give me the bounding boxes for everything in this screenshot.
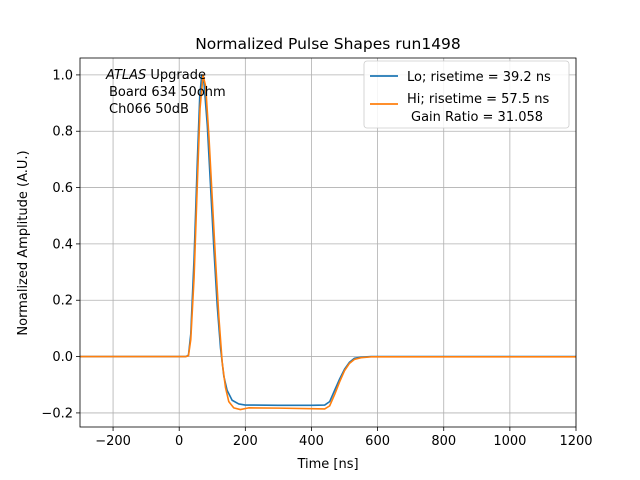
annotation-upgrade: Upgrade xyxy=(146,68,206,83)
y-tick-label: −0.2 xyxy=(41,406,73,421)
legend-label-hi: Hi; risetime = 57.5 ns xyxy=(407,92,549,107)
x-tick-label: −200 xyxy=(95,434,131,449)
legend-box xyxy=(363,60,570,129)
plot-frame xyxy=(79,57,577,428)
legend-label-hi-gain: Gain Ratio = 31.058 xyxy=(411,110,543,125)
legend-label-lo: Lo; risetime = 39.2 ns xyxy=(407,70,551,85)
x-tick-label: 0 xyxy=(175,434,183,449)
chart-title: Normalized Pulse Shapes run1498 xyxy=(195,35,461,53)
y-axis-label: Normalized Amplitude (A.U.) xyxy=(16,150,31,335)
atlas-annotation: ATLAS Upgrade Board 634 50ohm Ch066 50dB xyxy=(105,68,226,117)
legend: Lo; risetime = 39.2 ns Hi; risetime = 57… xyxy=(363,60,570,129)
y-tick-label: 0.2 xyxy=(52,294,73,309)
y-tick-label: 0.4 xyxy=(52,237,73,252)
annotation-line-3: Ch066 50dB xyxy=(109,102,189,117)
annotation-line-1: ATLAS Upgrade xyxy=(105,68,206,83)
series-hi-line xyxy=(80,74,576,411)
y-tick-label: 0.6 xyxy=(52,181,73,196)
annotation-atlas-italic: ATLAS xyxy=(105,68,146,83)
x-tick-label: 800 xyxy=(431,434,456,449)
y-tick-label: 0.8 xyxy=(52,125,73,140)
y-tick-label: 1.0 xyxy=(52,68,73,83)
x-axis-label: Time [ns] xyxy=(296,457,358,472)
x-tick-label: 600 xyxy=(365,434,390,449)
y-axis-ticks: −0.2 0.0 0.2 0.4 0.6 0.8 1.0 xyxy=(41,68,80,421)
x-tick-label: 400 xyxy=(299,434,324,449)
x-tick-label: 1200 xyxy=(559,434,592,449)
series-lines xyxy=(80,74,576,411)
x-axis-ticks: −200 0 200 400 600 800 1000 1200 xyxy=(95,427,593,449)
x-tick-label: 200 xyxy=(233,434,258,449)
y-tick-label: 0.0 xyxy=(52,350,73,365)
annotation-line-2: Board 634 50ohm xyxy=(109,85,226,100)
x-tick-label: 1000 xyxy=(493,434,526,449)
